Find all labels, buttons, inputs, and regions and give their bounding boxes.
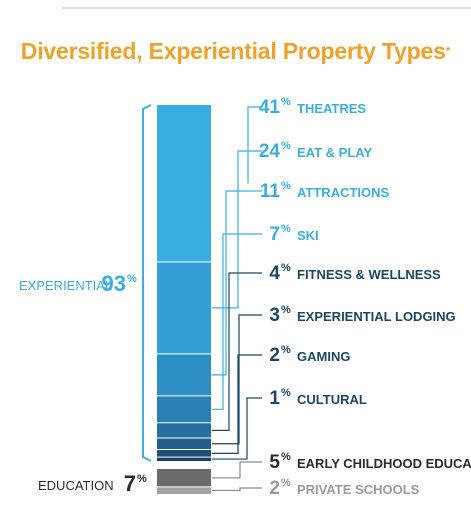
chart-title: Diversified, Experiential Property Types… [0, 38, 471, 65]
experiential-bracket [142, 104, 152, 462]
value-label-experiential-lodging: 3 [269, 305, 280, 326]
value-unit-private-schools: % [281, 477, 291, 489]
bar-segment-private-schools [157, 486, 211, 494]
top-divider [62, 7, 471, 9]
value-label-theatres: 41 [259, 97, 281, 118]
value-label-private-schools: 2 [269, 478, 280, 499]
bar-segment-fitness-and-wellness [157, 422, 211, 439]
value-label-gaming: 2 [269, 345, 280, 366]
category-label-fitness-and-wellness: FITNESS & WELLNESS [297, 267, 441, 282]
group-value-education: 7 [124, 471, 136, 496]
value-label-ski: 7 [269, 224, 280, 245]
title-footnote-marker: * [445, 44, 451, 58]
category-label-ski: SKI [297, 228, 319, 243]
category-label-attractions: ATTRACTIONS [297, 185, 390, 200]
bar-segment-experiential-lodging [157, 438, 211, 450]
leader-line-gaming [212, 354, 262, 454]
leader-line-attractions [212, 190, 262, 376]
category-label-theatres: THEATRES [297, 101, 366, 116]
category-label-experiential-lodging: EXPERIENTIAL LODGING [297, 309, 456, 324]
category-label-early-childhood-education: EARLY CHILDHOOD EDUCATION [297, 456, 471, 471]
group-label-experiential: EXPERIENTIAL [19, 278, 112, 293]
value-unit-early-childhood-education: % [281, 451, 291, 463]
group-unit-education: % [137, 473, 147, 485]
value-unit-ski: % [281, 223, 291, 235]
bar-segment-theatres [157, 105, 211, 262]
value-label-cultural: 1 [269, 388, 280, 409]
group-unit-experiential: % [127, 273, 137, 285]
value-unit-fitness-and-wellness: % [281, 262, 291, 274]
value-unit-gaming: % [281, 344, 291, 356]
bar-segment-eat-and-play [157, 261, 211, 354]
leader-line-fitness-and-wellness [212, 272, 262, 431]
group-value-experiential: 93 [102, 271, 126, 296]
category-label-private-schools: PRIVATE SCHOOLS [297, 482, 420, 497]
category-label-cultural: CULTURAL [297, 392, 367, 407]
value-unit-eat-and-play: % [281, 140, 291, 152]
bar-segment-attractions [157, 353, 211, 396]
chart-title-text: Diversified, Experiential Property Types [20, 38, 446, 64]
value-unit-experiential-lodging: % [281, 304, 291, 316]
category-label-eat-and-play: EAT & PLAY [297, 145, 372, 160]
value-unit-theatres: % [281, 96, 291, 108]
leader-line-cultural [212, 397, 262, 460]
bar-segment-gaming [157, 449, 211, 458]
value-unit-attractions: % [281, 180, 291, 192]
value-label-eat-and-play: 24 [259, 141, 281, 162]
value-label-early-childhood-education: 5 [269, 452, 280, 473]
leader-line-private-schools [212, 487, 262, 492]
category-label-gaming: GAMING [297, 349, 350, 364]
bar-segment-cultural [157, 457, 211, 461]
value-label-attractions: 11 [260, 181, 281, 202]
leader-line-ski [212, 233, 262, 410]
bar-segment-early-childhood-education [157, 469, 211, 487]
leader-line-early-childhood-education [212, 461, 262, 479]
value-unit-cultural: % [281, 387, 291, 399]
leader-line-experiential-lodging [212, 314, 262, 445]
leader-line-theatres [247, 106, 262, 184]
leader-line-eat-and-play [212, 150, 262, 309]
value-label-fitness-and-wellness: 4 [269, 263, 280, 284]
group-label-education: EDUCATION [38, 478, 114, 493]
bar-segment-ski [157, 395, 211, 423]
